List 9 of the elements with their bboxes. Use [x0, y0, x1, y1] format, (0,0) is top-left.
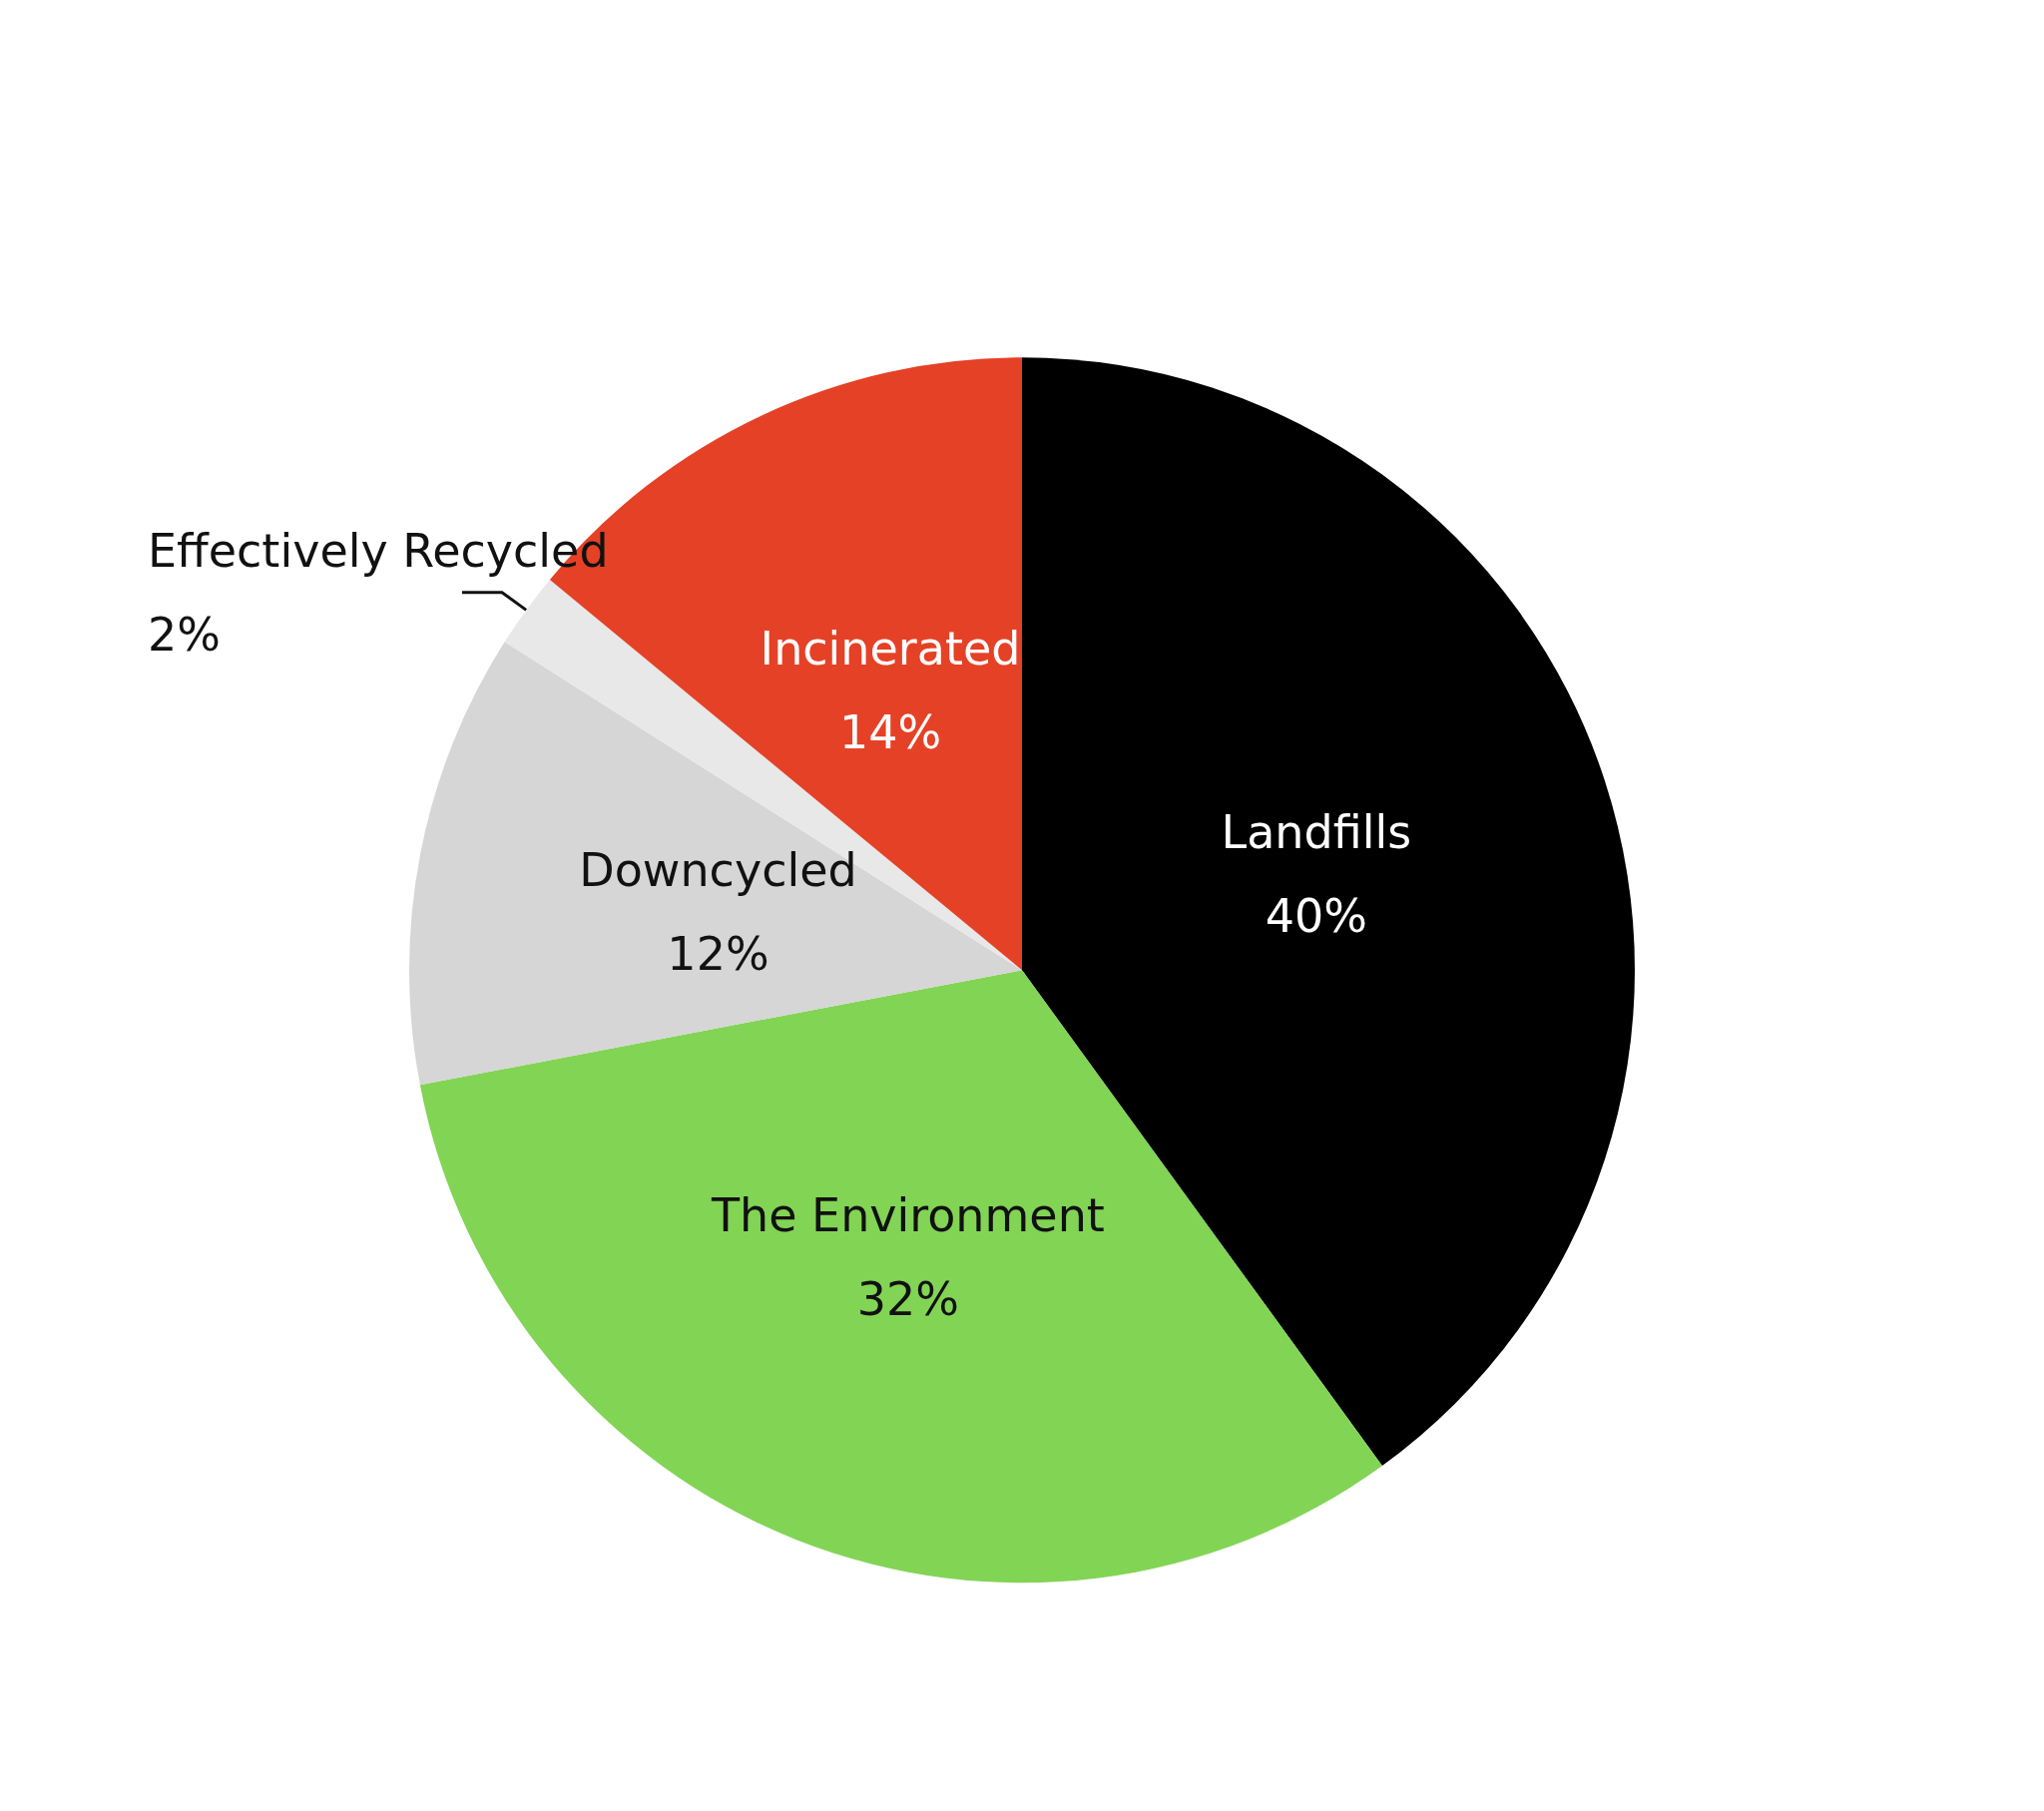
data-label: 2%: [148, 607, 221, 662]
slice-label: Landfills: [1221, 805, 1412, 860]
slice-label: Downcycled: [579, 843, 857, 898]
data-label: 32%: [856, 1272, 960, 1327]
data-label: 12%: [667, 927, 769, 982]
slice-label: Incinerated: [760, 621, 1021, 676]
slice-label: The Environment: [710, 1188, 1105, 1243]
data-label: 40%: [1265, 889, 1367, 944]
data-label: 14%: [838, 704, 942, 759]
